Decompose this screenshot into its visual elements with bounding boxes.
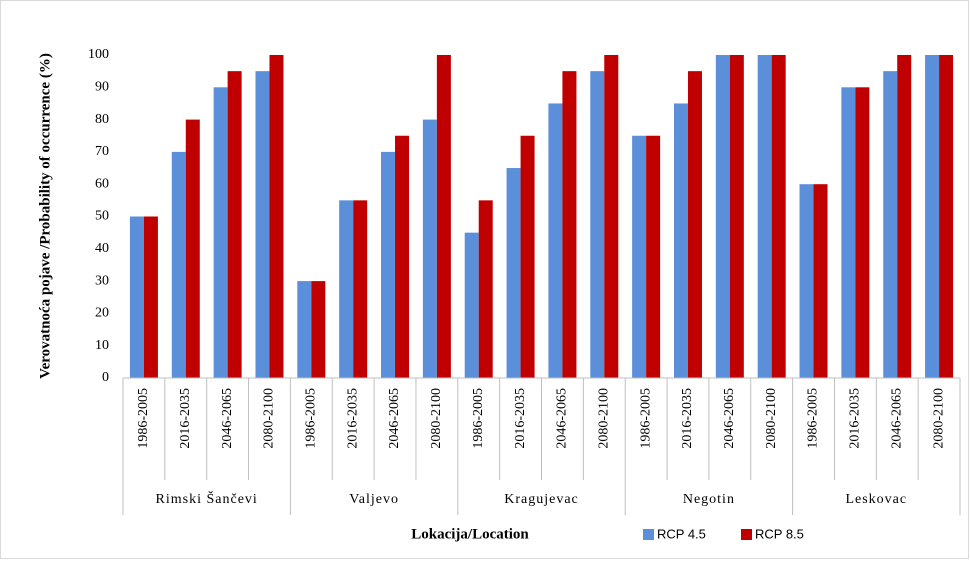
bar bbox=[799, 184, 814, 378]
bar bbox=[381, 151, 396, 378]
y-tick-label: 0 bbox=[102, 370, 109, 385]
x-tick-label: 2046-2065 bbox=[722, 388, 737, 449]
bar bbox=[813, 184, 828, 378]
bar bbox=[227, 71, 242, 379]
bar bbox=[715, 55, 730, 378]
x-tick-label: 2016-2035 bbox=[848, 388, 863, 449]
legend-label: RCP 4.5 bbox=[657, 526, 706, 541]
bar bbox=[646, 135, 661, 378]
group-label: Rimski Šančevi bbox=[156, 490, 258, 507]
x-tick-label: 1986-2005 bbox=[638, 388, 653, 449]
bar bbox=[548, 103, 563, 378]
legend-swatch bbox=[741, 529, 752, 540]
bar bbox=[771, 55, 786, 378]
bar bbox=[395, 135, 410, 378]
bar bbox=[464, 232, 479, 378]
bar bbox=[311, 281, 326, 378]
bar bbox=[757, 55, 772, 378]
y-tick-label: 40 bbox=[95, 241, 109, 256]
bar bbox=[506, 168, 521, 378]
bar bbox=[269, 55, 284, 378]
group-label: Kragujevac bbox=[504, 492, 579, 507]
group-label: Valjevo bbox=[349, 492, 399, 507]
x-tick-label: 1986-2005 bbox=[136, 388, 151, 449]
bar bbox=[687, 71, 702, 379]
y-tick-label: 70 bbox=[95, 144, 109, 159]
legend-swatch bbox=[643, 529, 654, 540]
y-tick-label: 60 bbox=[95, 176, 109, 191]
bar bbox=[171, 151, 186, 378]
x-tick-label: 1986-2005 bbox=[471, 388, 486, 449]
bar bbox=[925, 55, 940, 378]
bar bbox=[939, 55, 954, 378]
group-label: Negotin bbox=[683, 492, 735, 507]
legend-label: RCP 8.5 bbox=[755, 526, 804, 541]
x-tick-label: 2046-2065 bbox=[889, 388, 904, 449]
y-tick-label: 90 bbox=[95, 80, 109, 95]
x-tick-label: 2080-2100 bbox=[429, 388, 444, 449]
x-axis-title: Lokacija/Location bbox=[411, 526, 529, 542]
y-tick-label: 10 bbox=[95, 338, 109, 353]
y-tick-label: 20 bbox=[95, 306, 109, 321]
bar bbox=[353, 200, 368, 378]
x-tick-label: 2080-2100 bbox=[596, 388, 611, 449]
x-tick-label: 2080-2100 bbox=[931, 388, 946, 449]
y-tick-label: 50 bbox=[95, 209, 109, 224]
bar bbox=[673, 103, 688, 378]
bar bbox=[213, 87, 228, 379]
x-tick-label: 1986-2005 bbox=[806, 388, 821, 449]
x-tick-label: 2046-2065 bbox=[220, 388, 235, 449]
y-axis-title: Verovatnoća pojave /Probability of occur… bbox=[37, 53, 53, 379]
x-tick-label: 1986-2005 bbox=[304, 388, 319, 449]
y-tick-label: 80 bbox=[95, 112, 109, 127]
x-tick-label: 2016-2035 bbox=[178, 388, 193, 449]
bar bbox=[339, 200, 354, 378]
x-tick-label: 2016-2035 bbox=[680, 388, 695, 449]
bar bbox=[729, 55, 744, 378]
bar bbox=[604, 55, 619, 378]
x-tick-label: 2016-2035 bbox=[345, 388, 360, 449]
bar bbox=[562, 71, 577, 379]
bar bbox=[255, 71, 270, 379]
bar bbox=[143, 216, 158, 378]
bar bbox=[436, 55, 451, 378]
group-label: Leskovac bbox=[845, 492, 907, 507]
bar bbox=[841, 87, 856, 379]
bar bbox=[520, 135, 535, 378]
bar bbox=[478, 200, 493, 378]
bar bbox=[422, 119, 437, 378]
bar bbox=[590, 71, 605, 379]
bar bbox=[129, 216, 144, 378]
bar bbox=[297, 281, 312, 378]
bar bbox=[883, 71, 898, 379]
bar bbox=[632, 135, 647, 378]
x-tick-label: 2016-2035 bbox=[513, 388, 528, 449]
bar bbox=[897, 55, 912, 378]
bar bbox=[855, 87, 870, 379]
x-tick-label: 2080-2100 bbox=[764, 388, 779, 449]
y-tick-label: 100 bbox=[88, 47, 109, 62]
bar bbox=[185, 119, 200, 378]
x-tick-label: 2046-2065 bbox=[387, 388, 402, 449]
x-tick-label: 2046-2065 bbox=[555, 388, 570, 449]
x-tick-label: 2080-2100 bbox=[262, 388, 277, 449]
y-tick-label: 30 bbox=[95, 273, 109, 288]
